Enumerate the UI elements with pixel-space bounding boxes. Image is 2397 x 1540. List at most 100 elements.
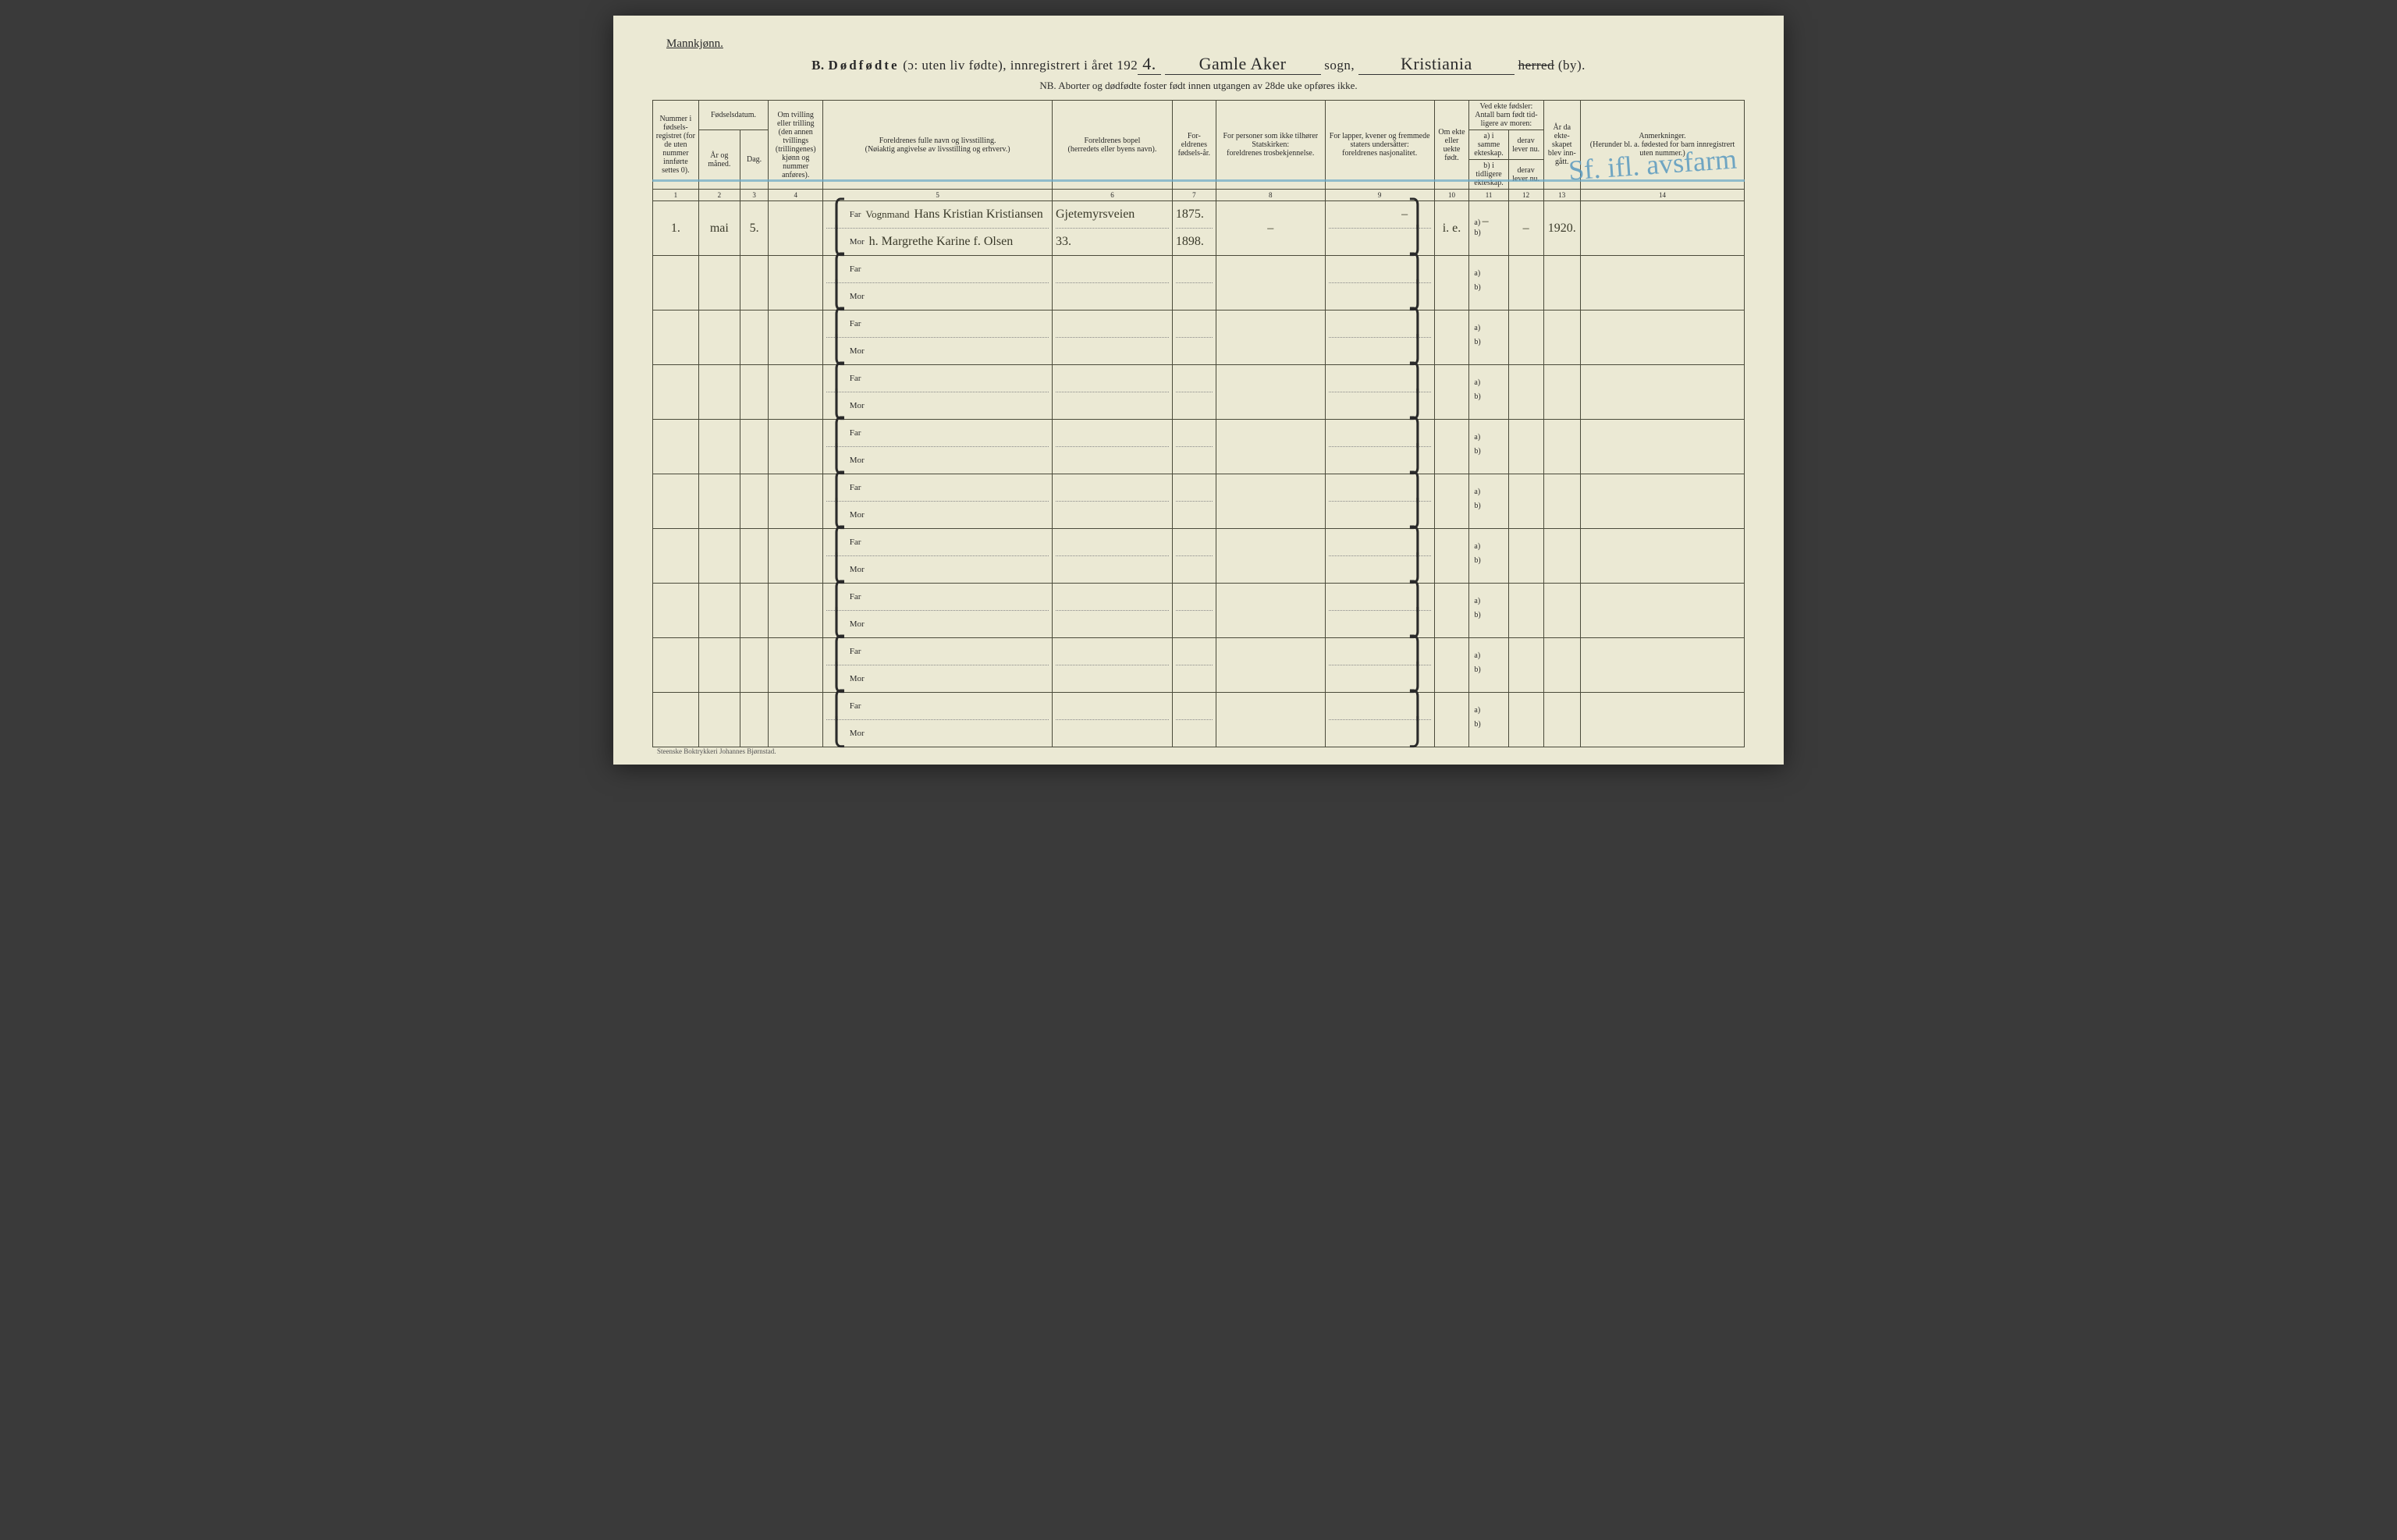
table-cell	[769, 201, 823, 256]
table-cell	[1581, 638, 1745, 693]
bracket-icon: ⎩	[826, 338, 847, 364]
bracket-icon: ⎧	[826, 584, 847, 610]
mor-label: Mor	[850, 346, 865, 356]
herred-strike: herred	[1518, 58, 1554, 73]
col13-header: År da ekte-skapet blev inn-gått.	[1543, 101, 1581, 190]
sogn-label: sogn,	[1324, 58, 1355, 73]
bracket-icon: ⎭	[1408, 283, 1428, 310]
mor-label: Mor	[850, 401, 865, 410]
ab-a: a)	[1474, 378, 1505, 392]
col8-line1: For personer som ikke tilhører Statskirk…	[1219, 132, 1323, 149]
table-cell: ⎫⎭	[1325, 584, 1434, 638]
table-cell	[1053, 474, 1173, 529]
table-cell	[1172, 474, 1216, 529]
bracket-icon: ⎭	[1408, 665, 1428, 692]
table-cell: 1920.	[1543, 201, 1581, 256]
dash: –	[1523, 222, 1529, 235]
bracket-icon: ⎭	[1408, 338, 1428, 364]
bracket-icon: ⎫	[1408, 420, 1428, 446]
colnum: 2	[698, 190, 740, 201]
col5-line2: (Nøiaktig angivelse av livsstilling og e…	[826, 145, 1049, 154]
table-cell	[1172, 693, 1216, 747]
table-cell	[1508, 256, 1543, 310]
table-cell	[1581, 693, 1745, 747]
table-cell	[1543, 310, 1581, 365]
table-cell	[740, 584, 768, 638]
col11a: a) i samme ekteskap.	[1469, 130, 1508, 160]
col23-header: Fødselsdatum.	[698, 101, 769, 130]
table-cell	[769, 529, 823, 584]
gender-label: Mannkjønn.	[666, 37, 1745, 51]
table-cell	[1216, 256, 1325, 310]
by-label: (by).	[1558, 58, 1586, 73]
ab-a: a)	[1474, 269, 1505, 283]
col2-sub: År og måned.	[698, 130, 740, 190]
table-cell: a)b)	[1469, 256, 1508, 310]
table-cell: ⎫⎭	[1325, 693, 1434, 747]
table-cell: mai	[698, 201, 740, 256]
table-cell: ⎫⎭	[1325, 256, 1434, 310]
table-cell: ⎫⎭	[1325, 529, 1434, 584]
bracket-icon: ⎩	[826, 447, 847, 474]
table-cell	[740, 310, 768, 365]
bracket-icon: ⎧	[826, 420, 847, 446]
table-cell: 1.	[653, 201, 699, 256]
table-cell	[1543, 365, 1581, 420]
table-cell: ⎫⎭	[1325, 474, 1434, 529]
table-cell	[1508, 474, 1543, 529]
title-line: B. Dødfødte (ɔ: uten liv fødte), innregi…	[652, 54, 1745, 75]
entry-day: 5.	[750, 222, 759, 235]
table-cell	[769, 310, 823, 365]
table-cell	[769, 638, 823, 693]
bracket-icon: ⎫	[1408, 693, 1428, 719]
colnum: 1	[653, 190, 699, 201]
colnum: 4	[769, 190, 823, 201]
table-cell: a)b)	[1469, 420, 1508, 474]
ab-b: b)	[1474, 665, 1505, 680]
colnum: 3	[740, 190, 768, 201]
table-cell	[1543, 474, 1581, 529]
ab-b: b)	[1474, 229, 1505, 243]
ab-a: a)	[1474, 706, 1505, 720]
table-cell	[1581, 474, 1745, 529]
table-cell: ⎧Far⎩Mor	[823, 365, 1053, 420]
col8-header: For personer som ikke tilhører Statskirk…	[1216, 101, 1325, 190]
table-cell: ⎫⎭	[1325, 310, 1434, 365]
table-cell: a)b)	[1469, 529, 1508, 584]
col12b: derav lever nu.	[1508, 160, 1543, 190]
parish-field: Gamle Aker	[1165, 54, 1321, 75]
table-cell	[1543, 584, 1581, 638]
title-year-prefix: innregistrert i året 192	[1010, 58, 1138, 73]
bracket-icon: ⎭	[1408, 720, 1428, 747]
table-cell	[698, 420, 740, 474]
far-year: 1875.	[1176, 208, 1204, 222]
table-cell	[1581, 365, 1745, 420]
table-cell: Gjetemyrsveien33.	[1053, 201, 1173, 256]
table-cell	[698, 529, 740, 584]
ab-a: a)	[1474, 597, 1505, 611]
bracket-icon: ⎭	[1408, 502, 1428, 528]
table-cell	[698, 584, 740, 638]
table-cell	[653, 693, 699, 747]
year-suffix: 4.	[1138, 54, 1161, 75]
col7-header: For-eldrenes fødsels-år.	[1172, 101, 1216, 190]
ab-b: b)	[1474, 447, 1505, 461]
bracket-icon: ⎩	[826, 229, 847, 255]
bracket-icon: ⎫	[1408, 310, 1428, 337]
col9-line2: foreldrenes nasjonalitet.	[1328, 149, 1432, 158]
table-cell	[1053, 693, 1173, 747]
col3-sub: Dag.	[740, 130, 768, 190]
far-label: Far	[850, 483, 861, 492]
bracket-icon: ⎫	[1408, 529, 1428, 555]
table-cell	[1434, 420, 1469, 474]
table-body: 1.mai 5. ⎧FarVognmandHans Kristian Kristia…	[653, 201, 1745, 747]
table-cell	[1172, 256, 1216, 310]
table-cell	[740, 365, 768, 420]
ab-a: a)	[1474, 488, 1505, 502]
mor-label: Mor	[850, 565, 865, 574]
table-cell	[1434, 693, 1469, 747]
table-cell: ⎧FarVognmandHans Kristian Kristiansen⎩Mo…	[823, 201, 1053, 256]
table-cell: ⎧Far⎩Mor	[823, 584, 1053, 638]
table-cell: ⎫⎭	[1325, 365, 1434, 420]
table-cell	[1508, 529, 1543, 584]
